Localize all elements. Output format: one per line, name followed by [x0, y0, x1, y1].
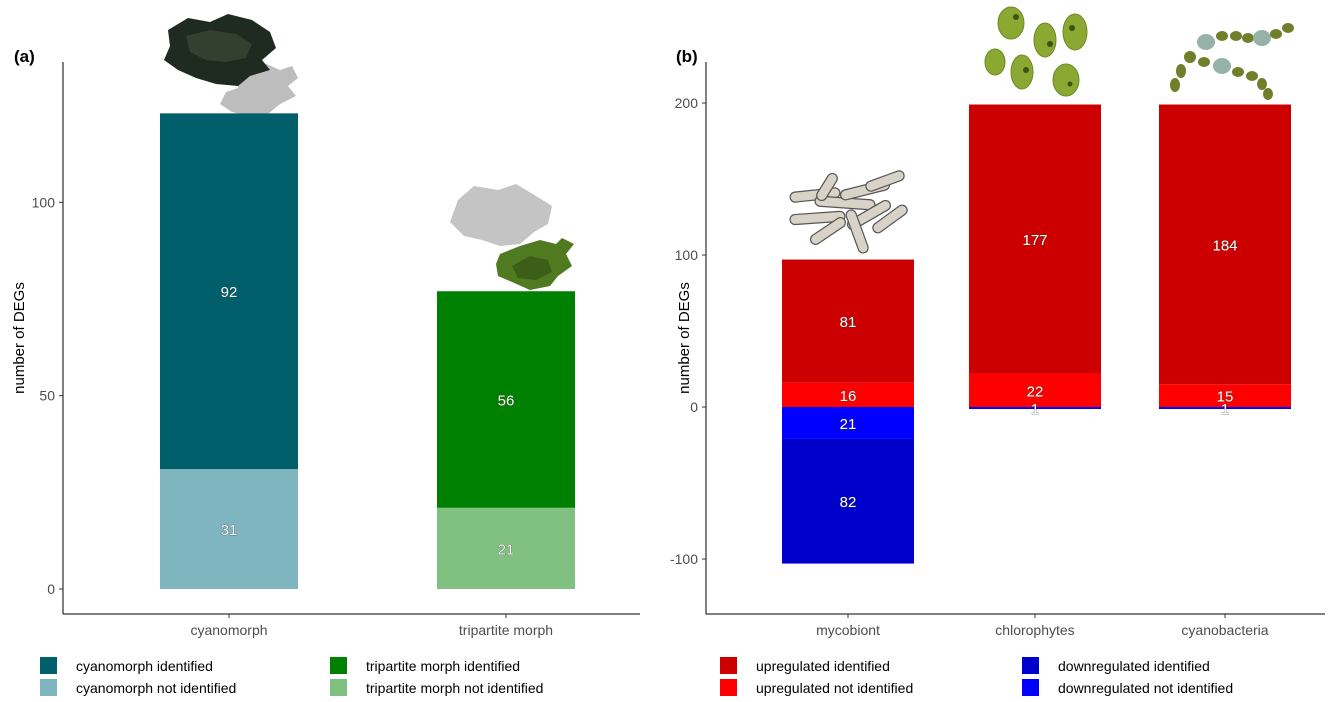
legend-swatch-cyanomorph-identified [40, 657, 57, 674]
y-tick-label: 50 [39, 388, 55, 404]
panel-letter: (b) [676, 47, 698, 66]
legend-label-upregulated-identified: upregulated identified [756, 658, 890, 674]
y-tick-label: 0 [47, 581, 55, 597]
panel-letter: (a) [14, 47, 35, 66]
data-label-tripartite-morph-tripartite-morph-identified: 56 [498, 393, 515, 410]
x-tick-label-chlorophytes: chlorophytes [995, 622, 1074, 638]
x-tick-label-mycobiont: mycobiont [816, 622, 880, 638]
y-tick-label: 100 [675, 247, 699, 263]
data-label-mycobiont-downregulated-identified: 82 [840, 494, 857, 511]
x-tick-label-cyanobacteria: cyanobacteria [1181, 622, 1268, 638]
y-tick-label: 100 [32, 194, 56, 210]
panel-a-chart: (a) number of DEGs 0 50 100 cyanomorph tripart… [11, 47, 640, 638]
organism-illustrations [164, 7, 1294, 290]
cyanobacteria-filament-illustration [1170, 23, 1294, 100]
data-label-mycobiont-downregulated-not-identified: 21 [840, 416, 857, 433]
data-label-mycobiont-upregulated-not-identified: 16 [840, 388, 857, 405]
y-axis-label: number of DEGs [11, 282, 28, 394]
legend-label-tripartite-morph-not-identified: tripartite morph not identified [366, 680, 543, 696]
legend-label-downregulated-not-identified: downregulated not identified [1058, 680, 1233, 696]
x-tick-label-tripartite-morph: tripartite morph [459, 622, 553, 638]
data-label-cyanobacteria-downregulated-not-identified: 1 [1221, 401, 1229, 418]
cyanomorph-thallus-illustration [164, 14, 298, 116]
y-axis-label: number of DEGs [676, 282, 693, 394]
legend-swatch-tripartite-morph-identified [330, 657, 347, 674]
data-label-cyanobacteria-upregulated-identified: 184 [1212, 237, 1237, 254]
mycobiont-hyphae-illustration [790, 169, 910, 254]
y-tick-label: -100 [670, 551, 698, 567]
legend-swatch-downregulated-not-identified [1022, 679, 1039, 696]
y-tick-label: 200 [675, 95, 699, 111]
legend-label-upregulated-not-identified: upregulated not identified [756, 680, 913, 696]
legend-label-downregulated-identified: downregulated identified [1058, 658, 1210, 674]
legend-label-tripartite-morph-identified: tripartite morph identified [366, 658, 520, 674]
legend-swatch-downregulated-identified [1022, 657, 1039, 674]
legend-label-cyanomorph-identified: cyanomorph identified [76, 658, 213, 674]
legend-swatch-cyanomorph-not-identified [40, 679, 57, 696]
legend-swatch-upregulated-identified [720, 657, 737, 674]
data-label-cyanomorph-cyanomorph-identified: 92 [221, 284, 238, 301]
x-tick-label-cyanomorph: cyanomorph [190, 622, 267, 638]
data-label-chlorophytes-upregulated-identified: 177 [1022, 232, 1047, 249]
data-label-mycobiont-upregulated-identified: 81 [840, 314, 857, 331]
legend-label-cyanomorph-not-identified: cyanomorph not identified [76, 680, 236, 696]
data-label-chlorophytes-downregulated-not-identified: 1 [1031, 401, 1039, 418]
chlorophytes-cells-illustration [985, 7, 1087, 96]
data-label-chlorophytes-upregulated-not-identified: 22 [1027, 383, 1044, 400]
legend-swatch-tripartite-morph-not-identified [330, 679, 347, 696]
data-label-tripartite-morph-tripartite-morph-not-identified: 21 [498, 541, 515, 558]
legend-swatch-upregulated-not-identified [720, 679, 737, 696]
legends: cyanomorph identified cyanomorph not iden… [40, 657, 1233, 696]
data-label-cyanomorph-cyanomorph-not-identified: 31 [221, 522, 238, 539]
panel-b-chart: (b) number of DEGs -100 0 100 200 mycobiont chl… [670, 47, 1325, 638]
tripartite-thallus-illustration [450, 184, 574, 290]
y-tick-label: 0 [690, 399, 698, 415]
